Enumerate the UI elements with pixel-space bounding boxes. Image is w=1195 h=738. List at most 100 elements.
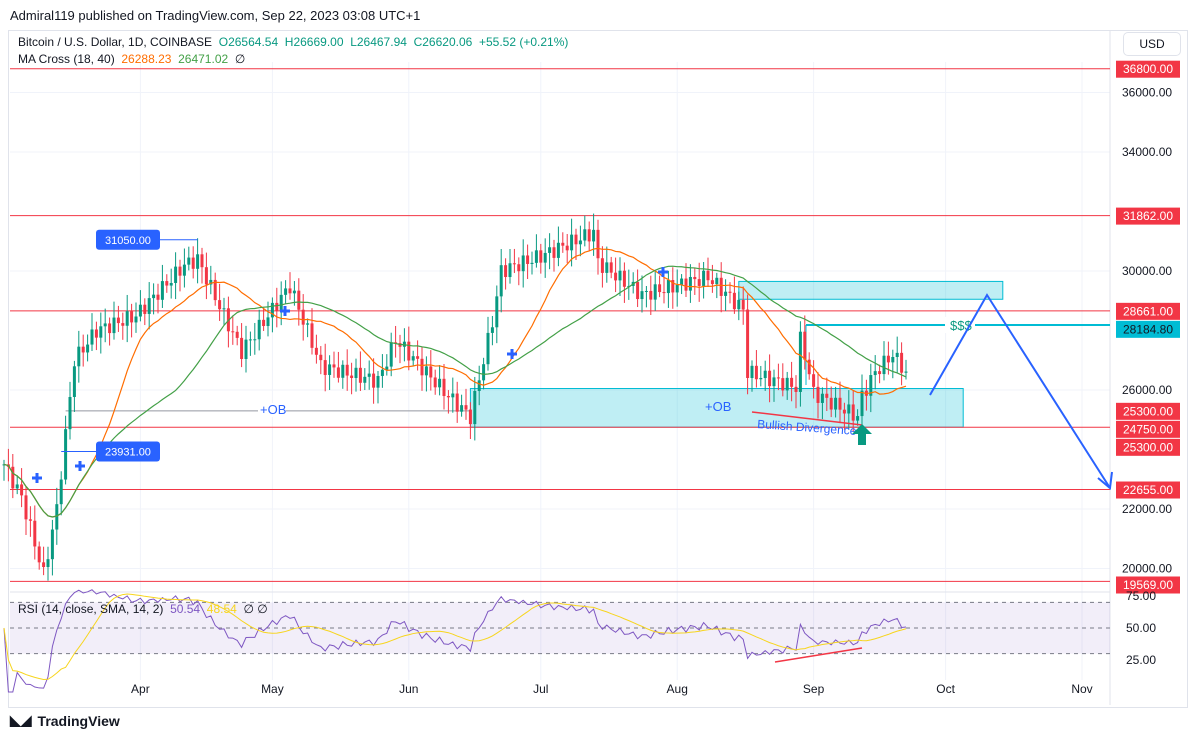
chart-frame xyxy=(8,30,1188,708)
candle-body xyxy=(420,358,424,376)
candle-body xyxy=(455,393,459,412)
rsi-legend[interactable]: RSI (14, close, SMA, 14, 2) 50.54 48.54 … xyxy=(18,602,268,616)
candle-body xyxy=(622,270,626,287)
candle-body xyxy=(253,339,257,341)
candle-body xyxy=(587,229,591,242)
candle-body xyxy=(526,255,530,264)
candle-body xyxy=(548,247,552,253)
candle-body xyxy=(477,380,481,392)
candle-body xyxy=(464,405,468,410)
candle-body xyxy=(592,229,596,242)
candle-body xyxy=(319,354,323,361)
rsi-tick-label: 75.00 xyxy=(1126,589,1156,603)
candle-body xyxy=(776,377,780,379)
candle-body xyxy=(860,390,864,417)
candle-body xyxy=(429,366,433,378)
candle-body xyxy=(490,327,494,333)
ma-slow-line xyxy=(3,265,907,518)
x-tick-label: Sep xyxy=(803,682,825,696)
level-label-bg xyxy=(1116,438,1180,456)
candle-body xyxy=(895,352,899,357)
candle-body xyxy=(851,404,855,421)
x-tick-label: Jun xyxy=(399,682,418,696)
level-label: 36800.00 xyxy=(1123,62,1173,76)
open-value: O26564.54 xyxy=(218,35,279,49)
candle-body xyxy=(187,257,191,265)
candle-body xyxy=(829,397,833,410)
candle-body xyxy=(807,359,811,375)
candle-body xyxy=(332,364,336,368)
level-label-bg xyxy=(1116,481,1180,499)
x-tick-label: Oct xyxy=(936,682,955,696)
publisher-line: Admiral119 published on TradingView.com,… xyxy=(10,8,421,23)
candle-body xyxy=(389,342,393,367)
low-value: L26467.94 xyxy=(350,35,407,49)
rsi-tick-label: 50.00 xyxy=(1126,621,1156,635)
label-bg xyxy=(258,403,286,417)
logo-icon: ◣◢ xyxy=(10,712,32,728)
candle-body xyxy=(856,416,860,421)
candle-body xyxy=(244,339,248,360)
x-tick-label: May xyxy=(261,682,284,696)
candle-body xyxy=(904,371,908,373)
candle-body xyxy=(552,247,556,258)
candle-body xyxy=(834,397,838,410)
candle-body xyxy=(772,377,776,387)
projection-arrow xyxy=(929,293,1111,489)
candle-body xyxy=(649,290,653,300)
ma-name: MA Cross (18, 40) xyxy=(18,52,115,66)
candle-body xyxy=(46,559,50,568)
candle-body xyxy=(675,284,679,293)
candle-body xyxy=(561,242,565,246)
level-label-bg xyxy=(1116,302,1180,320)
candle-body xyxy=(72,366,76,397)
candle-body xyxy=(68,396,72,430)
level-label: 25300.00 xyxy=(1123,440,1173,454)
candle-body xyxy=(653,284,657,300)
cross-marker-icon xyxy=(658,267,668,277)
candle-body xyxy=(191,257,195,269)
candle-body xyxy=(354,367,358,379)
candle-body xyxy=(825,393,829,398)
candle-body xyxy=(468,409,472,425)
ma-slow-value: 26471.02 xyxy=(178,52,229,66)
candle-body xyxy=(873,371,877,376)
candle-body xyxy=(310,323,314,348)
level-label-bg xyxy=(1116,402,1180,420)
level-label: 24750.00 xyxy=(1123,422,1173,436)
candle-body xyxy=(499,265,503,297)
ma-fast-line xyxy=(3,247,907,518)
candle-body xyxy=(798,331,802,392)
candle-body xyxy=(257,319,261,340)
candle-body xyxy=(33,520,37,547)
candle-body xyxy=(174,266,178,283)
candle-body xyxy=(279,294,283,312)
candle-body xyxy=(838,397,842,410)
currency-button[interactable]: USD xyxy=(1123,32,1181,56)
x-tick-label: Apr xyxy=(131,682,150,696)
ma-legend[interactable]: MA Cross (18, 40) 26288.23 26471.02 ∅ xyxy=(18,52,245,66)
candle-body xyxy=(99,326,103,338)
candle-body xyxy=(785,377,789,391)
candle-body xyxy=(680,278,684,285)
candle-body xyxy=(160,281,164,300)
candle-body xyxy=(565,245,569,251)
candle-body xyxy=(130,311,134,323)
candle-body xyxy=(512,263,516,265)
candle-body xyxy=(600,258,604,273)
candle-body xyxy=(37,546,41,563)
candle-body xyxy=(213,279,217,301)
candle-body xyxy=(28,519,32,521)
rsi-tick-label: 25.00 xyxy=(1126,653,1156,667)
rsi-band xyxy=(10,602,1110,654)
candle-body xyxy=(539,250,543,263)
candle-body xyxy=(658,284,662,293)
candle-body xyxy=(394,342,398,344)
level-label-bg xyxy=(1116,576,1180,594)
candle-body xyxy=(358,367,362,383)
level-label: 31862.00 xyxy=(1123,209,1173,223)
candle-body xyxy=(209,279,213,285)
candle-body xyxy=(724,291,728,296)
candle-body xyxy=(81,346,85,353)
